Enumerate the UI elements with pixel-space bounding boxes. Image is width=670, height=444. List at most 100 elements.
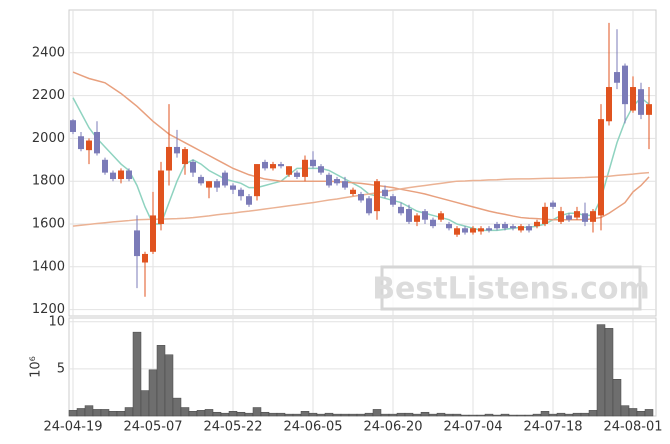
y-axis-label: 10⁶ — [29, 356, 44, 378]
candle-body — [294, 172, 300, 177]
x-tick-label: 24-07-04 — [443, 420, 502, 435]
candle-body — [390, 196, 396, 205]
y-tick-label: 1800 — [32, 174, 65, 189]
candle-body — [630, 87, 636, 111]
candle-body — [278, 164, 284, 167]
candle-body — [158, 170, 164, 224]
candle-body — [126, 170, 132, 180]
x-tick-label: 24-06-20 — [363, 420, 422, 435]
volume-bar — [380, 413, 390, 417]
volume-bar — [508, 414, 518, 417]
candle-body — [598, 119, 604, 216]
candle-body — [286, 166, 292, 175]
volume-bar — [156, 345, 166, 417]
volume-bar — [588, 410, 598, 417]
volume-bar — [84, 405, 94, 417]
candle-body — [182, 149, 188, 165]
volume-bar — [348, 413, 358, 417]
volume-bar — [236, 411, 246, 417]
y-tick-label: 10 — [48, 314, 65, 329]
candle-body — [318, 166, 324, 173]
volume-bar — [388, 413, 398, 417]
candle-body — [198, 176, 204, 184]
candle-body — [446, 223, 452, 229]
volume-bar — [572, 412, 582, 417]
volume-bar — [252, 407, 262, 417]
candle-body — [542, 206, 548, 224]
x-tick-label: 24-08-01 — [603, 420, 662, 435]
volume-bar — [132, 331, 142, 417]
y-tick-label: 1600 — [32, 216, 65, 231]
y-tick-label: 5 — [57, 361, 65, 376]
candle-body — [230, 185, 236, 190]
candle-body — [78, 136, 84, 150]
volume-bar — [580, 412, 590, 417]
candle-body — [414, 215, 420, 222]
volume-bar — [188, 411, 198, 417]
candle-body — [494, 223, 500, 229]
candle-body — [622, 65, 628, 105]
volume-bar — [268, 412, 278, 417]
volume-bar — [548, 413, 558, 417]
volume-bar — [532, 413, 542, 417]
volume-bar — [524, 414, 534, 417]
candle-body — [550, 202, 556, 207]
candle-body — [398, 206, 404, 214]
candle-body — [462, 228, 468, 233]
candle-body — [174, 146, 180, 154]
candle-body — [582, 213, 588, 222]
candle-body — [614, 72, 620, 83]
candle-body — [358, 194, 364, 201]
candle-body — [374, 181, 380, 212]
volume-bar — [316, 413, 326, 417]
candle-body — [102, 159, 108, 173]
volume-bar — [452, 413, 462, 417]
candle-body — [342, 181, 348, 188]
volume-bar — [484, 413, 494, 417]
candle-body — [566, 215, 572, 220]
volume-bar — [308, 412, 318, 417]
volume-bar — [492, 414, 502, 417]
candle-body — [350, 189, 356, 195]
watermark: BestListens.com — [372, 272, 650, 307]
candle-body — [470, 228, 476, 233]
volume-bar — [356, 413, 366, 417]
volume-bar — [604, 328, 614, 417]
volume-bar — [556, 412, 566, 417]
candle-body — [574, 211, 580, 218]
volume-bar — [644, 409, 654, 417]
candle-body — [502, 223, 508, 229]
volume-bar — [428, 413, 438, 417]
volume-bar — [476, 414, 486, 417]
volume-bar — [436, 412, 446, 417]
candle-body — [262, 161, 268, 169]
candle-body — [518, 226, 524, 231]
volume-bar — [140, 390, 150, 417]
candle-body — [190, 161, 196, 173]
x-tick-label: 24-05-22 — [203, 420, 262, 435]
candle-body — [270, 164, 276, 169]
watermark-box — [380, 265, 642, 311]
candle-body — [310, 159, 316, 167]
volume-bar — [596, 324, 606, 417]
candle-body — [150, 215, 156, 252]
volume-bar — [164, 354, 174, 417]
volume-bar — [300, 411, 310, 417]
candle-body — [166, 146, 172, 171]
volume-bar — [196, 410, 206, 417]
y-tick-label: 2000 — [32, 131, 65, 146]
y-tick-label: 1400 — [32, 259, 65, 274]
candle-body — [406, 209, 412, 222]
x-tick-label: 24-07-18 — [523, 420, 582, 435]
volume-bar — [260, 411, 270, 417]
candle-body — [510, 226, 516, 229]
volume-bar — [228, 411, 238, 417]
volume-bar — [220, 412, 230, 417]
candle-body — [558, 211, 564, 222]
candle-body — [438, 213, 444, 220]
candle-body — [134, 230, 140, 257]
y-tick-label: 1200 — [32, 302, 65, 317]
candle-body — [422, 211, 428, 220]
volume-bar — [612, 379, 622, 417]
